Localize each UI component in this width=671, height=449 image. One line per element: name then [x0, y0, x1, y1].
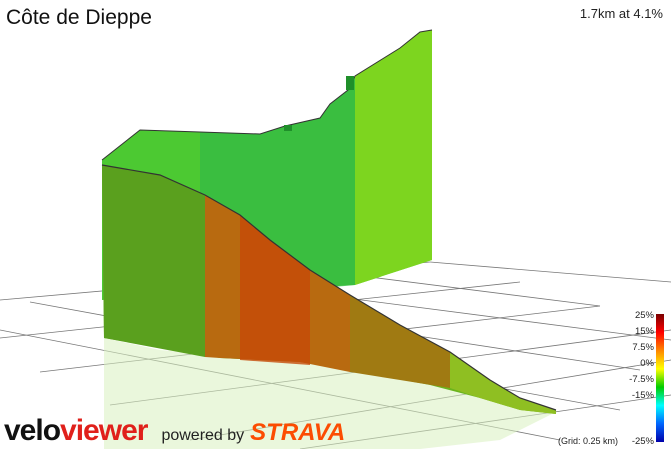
gradient-legend: 25% 15% 7.5% 0% -7.5% -15% -25% [620, 310, 670, 448]
legend-label: 0% [640, 358, 654, 369]
segment-summary: 1.7km at 4.1% [579, 6, 663, 21]
strava-logo: STRAVA [250, 419, 346, 446]
branding: velo viewer powered by STRAVA [4, 414, 345, 448]
profile-front-wall [101, 164, 557, 414]
powered-by-text: powered by [161, 427, 245, 444]
legend-label: -7.5% [629, 374, 654, 385]
legend-label: 7.5% [632, 342, 654, 353]
grid-scale-note: (Grid: 0.25 km) [558, 436, 619, 446]
legend-label: 25% [634, 310, 654, 321]
veloviewer-logo-velo: velo [4, 414, 61, 447]
veloviewer-logo-viewer: viewer [60, 414, 148, 447]
legend-label: 15% [634, 326, 654, 337]
segment-title: Côte de Dieppe [6, 6, 152, 29]
gradient-color-bar [656, 314, 664, 442]
profile-reflection [104, 338, 556, 449]
legend-label: -15% [631, 390, 654, 401]
legend-label: -25% [631, 436, 654, 447]
